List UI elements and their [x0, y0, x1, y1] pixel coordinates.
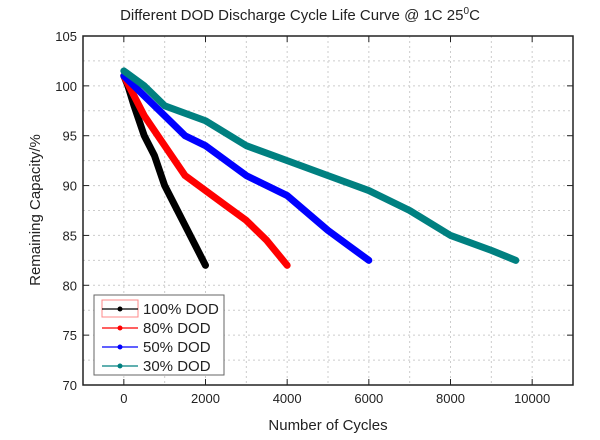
data-point [263, 237, 270, 244]
data-point [512, 257, 519, 264]
data-point [141, 132, 148, 139]
y-tick-label: 90 [63, 179, 77, 194]
data-point [131, 92, 138, 99]
data-point [202, 187, 209, 194]
data-point [192, 242, 199, 249]
data-point [243, 142, 250, 149]
data-point [406, 207, 413, 214]
x-axis-label: Number of Cycles [268, 417, 387, 434]
data-point [161, 102, 168, 109]
data-point [171, 202, 178, 209]
data-point [345, 242, 352, 249]
data-point [202, 142, 209, 149]
data-point [284, 192, 291, 199]
legend-marker-0 [117, 306, 123, 312]
series-line-2 [120, 72, 373, 264]
y-tick-label: 80 [63, 278, 77, 293]
title-superscript: 0 [463, 6, 470, 17]
data-point [120, 67, 127, 74]
legend-marker-3 [117, 363, 123, 369]
data-point [365, 187, 372, 194]
data-point [202, 117, 209, 124]
data-point [141, 82, 148, 89]
legend-label-3: 30% DOD [143, 358, 211, 375]
y-axis-label: Remaining Capacity/% [27, 134, 44, 286]
data-point [284, 157, 291, 164]
data-point [325, 227, 331, 234]
data-point [488, 247, 495, 254]
x-tick-label: 10000 [514, 391, 550, 406]
data-point [202, 262, 209, 269]
title-text: Different DOD Discharge Cycle Life Curve… [120, 7, 464, 24]
title-suffix: C [469, 7, 480, 24]
data-point [365, 257, 372, 264]
legend-marker-1 [117, 325, 123, 331]
x-tick-label: 8000 [436, 391, 465, 406]
series-line-1 [120, 72, 291, 269]
y-tick-label: 75 [63, 328, 77, 343]
data-point [182, 132, 189, 139]
data-point [222, 202, 229, 209]
data-point [151, 152, 158, 159]
chart-title: Different DOD Discharge Cycle Life Curve… [0, 6, 600, 24]
x-tick-label: 2000 [191, 391, 220, 406]
x-tick-label: 4000 [273, 391, 302, 406]
legend-label-1: 80% DOD [143, 320, 211, 337]
legend-label-2: 50% DOD [143, 339, 211, 356]
y-tick-label: 95 [63, 129, 77, 144]
data-point [243, 217, 250, 224]
legend-label-0: 100% DOD [143, 301, 219, 318]
data-point [447, 232, 454, 239]
data-point [243, 172, 250, 179]
y-tick-label: 100 [55, 79, 77, 94]
data-point [161, 142, 168, 149]
data-point [325, 172, 331, 179]
data-point [182, 172, 189, 179]
data-point [284, 262, 291, 269]
legend [93, 294, 225, 376]
data-point [141, 112, 148, 119]
x-tick-label: 0 [120, 391, 127, 406]
series-line-3 [120, 67, 520, 264]
data-point [161, 112, 168, 119]
plot-frame [82, 35, 574, 386]
data-point [161, 182, 168, 189]
legend-marker-2 [117, 344, 123, 350]
data-point [141, 92, 148, 99]
y-tick-label: 70 [63, 378, 77, 393]
data-point [182, 222, 189, 229]
y-tick-label: 85 [63, 228, 77, 243]
x-tick-label: 6000 [354, 391, 383, 406]
y-tick-label: 105 [55, 29, 77, 44]
